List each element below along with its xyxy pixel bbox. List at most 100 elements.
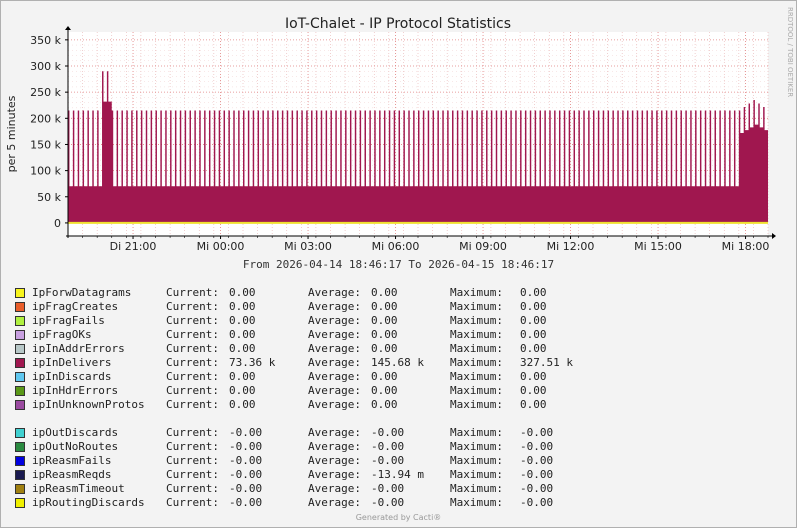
y-tick-label: 0 [54, 217, 61, 230]
legend-maximum-value: 0.00 [520, 370, 547, 383]
legend-average-label: Average: [308, 300, 361, 313]
x-axis-arrow [772, 233, 776, 239]
x-tick-label: Di 21:00 [110, 240, 157, 253]
legend-maximum-value: 0.00 [520, 300, 547, 313]
legend-maximum-label: Maximum: [450, 314, 503, 327]
legend-average-value: 0.00 [371, 286, 398, 299]
legend-maximum-value: -0.00 [520, 496, 554, 509]
legend-average-label: Average: [308, 496, 361, 509]
legend-current-label: Current: [166, 286, 219, 299]
legend-current-label: Current: [166, 328, 219, 341]
legend-swatch [15, 470, 25, 480]
y-tick-label: 350 k [30, 34, 61, 47]
legend-swatch [15, 498, 25, 508]
legend-average-value: -0.00 [371, 496, 405, 509]
legend-maximum-value: 0.00 [520, 398, 547, 411]
legend-average-value: 0.00 [371, 370, 398, 383]
legend-swatch [15, 400, 25, 410]
legend-current-label: Current: [166, 426, 219, 439]
legend-current-value: 0.00 [229, 300, 256, 313]
series-area-ipInDelivers [68, 71, 768, 223]
legend-maximum-label: Maximum: [450, 328, 503, 341]
legend-average-value: 0.00 [371, 300, 398, 313]
legend-current-value: -0.00 [229, 496, 263, 509]
x-tick-label: Mi 15:00 [634, 240, 682, 253]
legend-average-label: Average: [308, 314, 361, 327]
legend-swatch [15, 456, 25, 466]
legend-series-name: ipInHdrErrors [32, 384, 119, 397]
legend-maximum-label: Maximum: [450, 482, 503, 495]
legend-series-name: ipInDelivers [32, 356, 112, 369]
legend-swatch [15, 484, 25, 494]
legend-current-label: Current: [166, 342, 219, 355]
x-tick-label: Mi 09:00 [459, 240, 507, 253]
legend-current-label: Current: [166, 314, 219, 327]
legend-series-name: ipInUnknownProtos [32, 398, 145, 411]
legend-current-label: Current: [166, 300, 219, 313]
legend-maximum-value: 0.00 [520, 314, 547, 327]
legend-average-value: 0.00 [371, 384, 398, 397]
legend-current-value: 0.00 [229, 342, 256, 355]
legend-maximum-label: Maximum: [450, 426, 503, 439]
legend-average-label: Average: [308, 398, 361, 411]
legend-swatch [15, 442, 25, 452]
legend-current-label: Current: [166, 454, 219, 467]
legend-average-value: 0.00 [371, 314, 398, 327]
legend-average-label: Average: [308, 342, 361, 355]
legend-average-value: 0.00 [371, 398, 398, 411]
legend-series-name: ipFragCreates [32, 300, 119, 313]
legend-maximum-label: Maximum: [450, 440, 503, 453]
legend-current-label: Current: [166, 370, 219, 383]
legend-maximum-label: Maximum: [450, 384, 503, 397]
legend-series-name: ipOutDiscards [32, 426, 119, 439]
legend-average-label: Average: [308, 454, 361, 467]
legend-maximum-value: -0.00 [520, 468, 554, 481]
y-tick-label: 150 k [30, 138, 61, 151]
legend-average-value: -0.00 [371, 426, 405, 439]
chart-title: IoT-Chalet - IP Protocol Statistics [285, 16, 511, 32]
legend-current-label: Current: [166, 482, 219, 495]
legend-average-label: Average: [308, 328, 361, 341]
legend-swatch [15, 302, 25, 312]
y-axis-arrow [65, 26, 71, 30]
legend-average-value: 0.00 [371, 328, 398, 341]
x-tick-label: Mi 06:00 [372, 240, 420, 253]
x-tick-label: Mi 00:00 [197, 240, 245, 253]
legend-maximum-label: Maximum: [450, 454, 503, 467]
legend-swatch [15, 386, 25, 396]
legend-current-value: -0.00 [229, 482, 263, 495]
rrdtool-watermark: RRDTOOL / TOBI OETIKER [786, 7, 794, 97]
legend-swatch [15, 358, 25, 368]
legend-maximum-label: Maximum: [450, 496, 503, 509]
footer-credit: Generated by Cacti® [355, 513, 442, 522]
legend-current-value: -0.00 [229, 454, 263, 467]
legend-series-name: ipReasmReqds [32, 468, 112, 481]
legend-current-label: Current: [166, 384, 219, 397]
legend-maximum-value: 0.00 [520, 286, 547, 299]
legend-average-value: -0.00 [371, 440, 405, 453]
y-tick-label: 200 k [30, 112, 61, 125]
legend-swatch [15, 428, 25, 438]
legend-swatch [15, 288, 25, 298]
legend-average-label: Average: [308, 440, 361, 453]
y-tick-label: 100 k [30, 165, 61, 178]
time-range-subtitle: From 2026-04-14 18:46:17 To 2026-04-15 1… [242, 258, 555, 271]
legend-series-name: ipFragFails [32, 314, 105, 327]
legend-current-label: Current: [166, 440, 219, 453]
legend-current-value: -0.00 [229, 468, 263, 481]
legend-average-value: -0.00 [371, 454, 405, 467]
legend-current-value: -0.00 [229, 426, 263, 439]
y-tick-label: 50 k [37, 191, 61, 204]
legend-average-label: Average: [308, 482, 361, 495]
legend-average-label: Average: [308, 356, 361, 369]
legend-current-value: 0.00 [229, 384, 256, 397]
legend-average-value: -13.94 m [371, 468, 424, 481]
legend-maximum-label: Maximum: [450, 356, 503, 369]
legend-series-name: ipInAddrErrors [32, 342, 125, 355]
legend-current-value: 0.00 [229, 314, 256, 327]
legend-series-name: ipRoutingDiscards [32, 496, 145, 509]
legend-maximum-value: 0.00 [520, 342, 547, 355]
legend-maximum-value: -0.00 [520, 454, 554, 467]
